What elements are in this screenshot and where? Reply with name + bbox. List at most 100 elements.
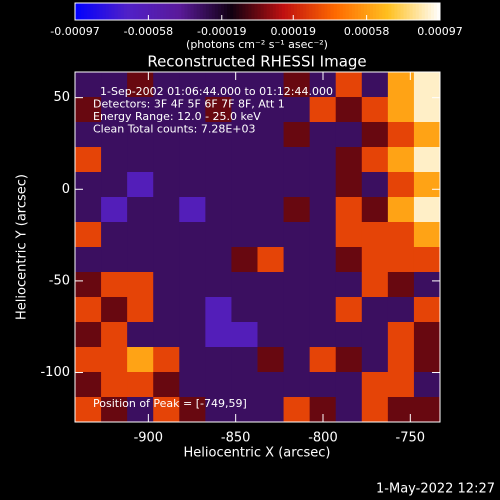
heat-cell: [127, 222, 154, 248]
heat-cell: [387, 122, 415, 148]
colorbar-swatch: [217, 3, 222, 20]
colorbar-swatch: [178, 3, 182, 20]
heat-cell: [205, 147, 232, 173]
colorbar-swatch: [108, 3, 112, 20]
colorbar-swatch: [351, 3, 356, 20]
heat-cell: [361, 297, 389, 323]
heat-cell: [179, 322, 206, 348]
heat-cell: [205, 347, 232, 373]
colorbar-swatch: [193, 3, 198, 20]
heat-cell: [335, 247, 363, 273]
heat-cell: [101, 322, 128, 348]
heat-cell: [75, 147, 102, 173]
colorbar-swatch: [151, 3, 155, 20]
heat-cell: [231, 197, 258, 223]
heat-cell: [283, 172, 311, 198]
colorbar-swatch: [93, 3, 97, 20]
heat-cell: [101, 97, 128, 123]
heat-cell: [309, 147, 337, 173]
heat-cell: [101, 222, 128, 248]
colorbar-swatch: [211, 3, 216, 20]
colorbar-swatch: [181, 3, 185, 20]
colorbar-swatch: [269, 3, 274, 20]
colorbar-swatch: [102, 3, 106, 20]
colorbar-swatch: [84, 3, 88, 20]
colorbar-swatch: [96, 3, 100, 20]
heat-cell: [257, 272, 285, 298]
colorbar-swatch: [154, 3, 158, 20]
heat-cell: [101, 197, 128, 223]
heat-cell: [205, 197, 232, 223]
heat-cell: [413, 372, 441, 398]
heat-cell: [283, 222, 311, 248]
heat-cell: [335, 122, 363, 148]
heat-cell: [75, 97, 102, 123]
colorbar-frame: [74, 2, 441, 21]
heat-cell: [127, 397, 154, 423]
heat-cell: [361, 197, 389, 223]
colorbar-swatch: [427, 3, 432, 20]
heat-cell: [75, 397, 102, 423]
heat-cell: [335, 197, 363, 223]
heat-cell: [205, 97, 232, 123]
y-tick-label: 0: [62, 182, 70, 197]
heat-cell: [309, 247, 337, 273]
colorbar-swatch: [278, 3, 283, 20]
heat-cell: [153, 72, 180, 98]
heat-cell: [283, 397, 311, 423]
colorbar-swatch: [87, 3, 91, 20]
heat-cell: [309, 97, 337, 123]
annotation: Detectors: 3F 4F 5F 6F 7F 8F, Att 1: [93, 98, 285, 111]
heat-cell: [257, 372, 285, 398]
heat-cell: [179, 397, 206, 423]
heat-cell: [127, 72, 154, 98]
colorbar-swatch: [99, 3, 103, 20]
heat-cell: [257, 297, 285, 323]
heat-cell: [205, 222, 232, 248]
x-tick-label: -800: [308, 431, 338, 446]
annotation: Energy Range: 12.0 - 25.0 keV: [93, 110, 261, 123]
heat-cell: [127, 322, 154, 348]
heat-cell: [179, 122, 206, 148]
heat-cell: [75, 347, 102, 373]
colorbar-swatch: [376, 3, 380, 20]
heat-cell: [413, 397, 441, 423]
heat-cell: [179, 222, 206, 248]
colorbar-swatch: [421, 3, 426, 20]
colorbar-swatch: [202, 3, 207, 20]
heat-cell: [309, 322, 337, 348]
heat-cell: [101, 297, 128, 323]
heat-cell: [101, 247, 128, 273]
heat-cell: [361, 222, 389, 248]
colorbar-swatch: [342, 3, 347, 20]
colorbar-swatch: [415, 3, 420, 20]
heat-cell: [413, 72, 441, 98]
colorbar-swatch: [430, 3, 435, 20]
colorbar-swatch: [281, 3, 286, 20]
heat-cell: [387, 172, 415, 198]
colorbar-swatch: [257, 3, 262, 20]
heat-cell: [205, 247, 232, 273]
heat-cell: [75, 322, 102, 348]
heat-cell: [101, 272, 128, 298]
colorbar-swatch: [239, 3, 243, 20]
heat-cell: [75, 372, 102, 398]
heat-cell: [309, 172, 337, 198]
heat-cell: [413, 97, 441, 123]
heat-cell: [153, 147, 180, 173]
heat-cell: [361, 372, 389, 398]
colorbar-swatch: [315, 3, 319, 20]
colorbar-swatch: [303, 3, 307, 20]
heat-cell: [283, 372, 311, 398]
y-axis-label: Heliocentric Y (arcsec): [15, 174, 30, 320]
heat-cell: [361, 347, 389, 373]
colorbar-swatch: [312, 3, 316, 20]
colorbar-swatch: [263, 3, 268, 20]
heat-cell: [75, 172, 102, 198]
heat-cell: [335, 297, 363, 323]
heat-cell: [335, 172, 363, 198]
heat-cell: [257, 197, 285, 223]
colorbar-swatch: [339, 3, 344, 20]
colorbar-swatch: [175, 3, 179, 20]
heat-cell: [283, 297, 311, 323]
